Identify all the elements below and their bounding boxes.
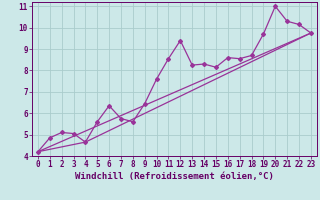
X-axis label: Windchill (Refroidissement éolien,°C): Windchill (Refroidissement éolien,°C)	[75, 172, 274, 181]
